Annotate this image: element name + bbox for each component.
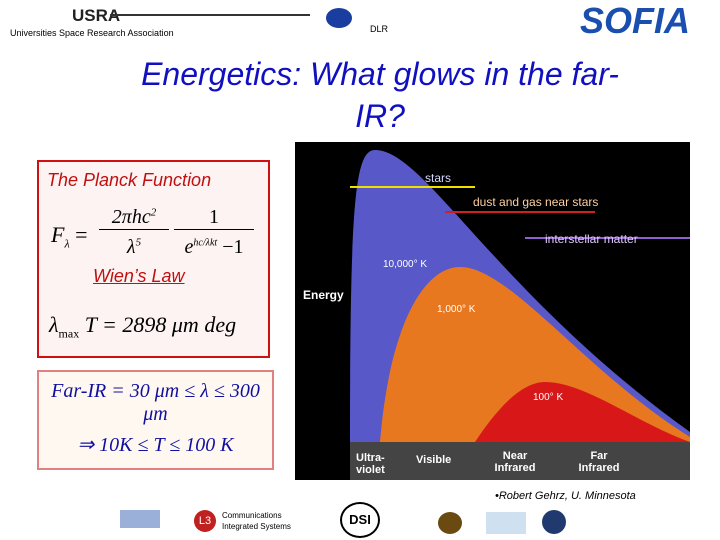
logo	[438, 512, 462, 534]
far-ir-box: Far-IR = 30 μm ≤ λ ≤ 300 μm ⇒ 10K ≤ T ≤ …	[37, 370, 274, 470]
logo	[120, 510, 160, 528]
wien-rest: T = 2898 μm deg	[84, 312, 237, 337]
comm-line: Integrated Systems	[222, 522, 291, 531]
dsi-logo: DSI	[340, 502, 380, 538]
nasa-logo	[326, 8, 352, 28]
sofia-logo: SOFIA	[580, 0, 691, 41]
lhs-sub: λ	[64, 236, 70, 251]
den2-sup: hc/λkt	[193, 237, 218, 249]
num1-sup: 2	[150, 206, 157, 219]
lhs: F	[51, 222, 65, 247]
wien-lambda: λ	[49, 312, 59, 337]
band: Far Infrared	[578, 450, 620, 474]
far-ir-line: Far-IR = 30 μm ≤ λ ≤ 300	[51, 380, 260, 402]
den1-sup: 5	[135, 236, 142, 249]
label: 1,000° K	[437, 304, 476, 315]
law: Wien’s Law	[93, 266, 185, 286]
den2-tail: −1	[222, 236, 244, 258]
label: 100° K	[533, 392, 563, 403]
eq: =	[75, 222, 88, 247]
wien-formula: λmax T = 2898 μm deg	[49, 312, 236, 341]
credit: •Robert Gehrz, U. Minnesota	[495, 490, 636, 502]
band: Ultra-violet	[356, 452, 385, 476]
band: Near Infrared	[494, 450, 536, 474]
num2: 1	[174, 206, 254, 230]
logo	[486, 512, 526, 534]
logo	[542, 510, 566, 534]
band: Visible	[416, 454, 452, 466]
header-rule	[110, 14, 310, 16]
num1-text: 2πhc	[111, 206, 151, 228]
label: dust and gas near stars	[473, 195, 598, 209]
title-line: Energetics: What glows in the far-	[141, 56, 619, 92]
far-ir-line: ⇒ 10K ≤ T ≤ 100 K	[77, 434, 234, 456]
y-axis-label: Energy	[303, 288, 344, 302]
partner: DLR	[370, 24, 389, 34]
den2: ehc/λkt −1	[174, 236, 254, 259]
label: interstellar matter	[545, 232, 638, 246]
org-logo: USRA	[72, 6, 121, 25]
org-name: Universities Space Research Association	[10, 28, 174, 38]
wien-sub: max	[58, 326, 80, 341]
band-labels: Ultra-violet Visible Near Infrared Far I…	[350, 450, 690, 480]
planck-figure: stars dust and gas near stars interstell…	[295, 142, 690, 480]
label: 10,000° K	[383, 259, 427, 270]
far-ir-line: μm	[143, 403, 168, 425]
band-strip	[350, 442, 690, 480]
label: stars	[425, 171, 451, 185]
comm-line: Communications	[222, 511, 282, 520]
den1-text: λ	[126, 236, 136, 258]
curve-100k	[475, 382, 690, 442]
comm: Communications Integrated Systems	[222, 510, 291, 532]
planck-box: The Planck Function Fλ = 2πhc2 λ5 1 ehc/…	[37, 160, 270, 358]
curve-1000k	[380, 267, 690, 442]
den1: λ5	[99, 236, 169, 259]
formula: Fλ =	[51, 222, 88, 251]
l3-logo: L3	[194, 510, 216, 532]
num1: 2πhc2	[99, 206, 169, 230]
title-line: IR?	[355, 98, 405, 134]
planck-heading: The Planck Function	[47, 170, 212, 190]
den2-text: e	[184, 236, 194, 258]
